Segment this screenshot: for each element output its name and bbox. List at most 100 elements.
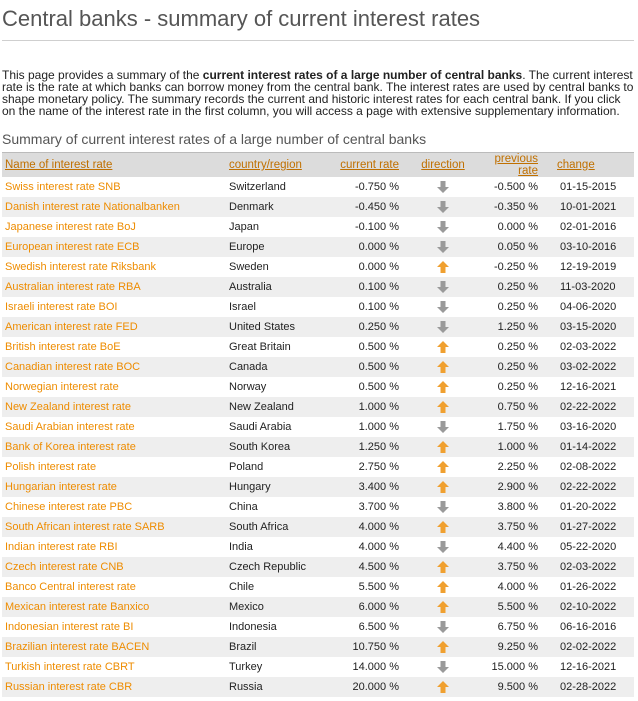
change-date-cell: 02-08-2022 xyxy=(560,461,617,473)
rate-name-link[interactable]: Swiss interest rate SNB xyxy=(5,181,121,193)
rate-name-link[interactable]: European interest rate ECB xyxy=(2,237,226,257)
rate-name-link[interactable]: Polish interest rate xyxy=(5,461,97,473)
change-date-cell: 02-02-2022 xyxy=(554,637,634,657)
table-row: Australian interest rate RBA Australia 0.1… xyxy=(2,277,634,297)
change-date-cell: 02-10-2022 xyxy=(554,597,634,617)
change-date-cell: 12-16-2021 xyxy=(560,661,617,673)
rate-name-link[interactable]: Bank of Korea interest rate xyxy=(2,437,226,457)
country-cell: Brazil xyxy=(226,637,332,657)
header-previous-rate[interactable]: previous rate xyxy=(471,152,554,177)
table-row: Chinese interest rate PBC China 3.700 % 3.8… xyxy=(2,497,634,517)
previous-rate-cell: 9.250 % xyxy=(471,637,554,657)
previous-rate-cell: 5.500 % xyxy=(471,597,554,617)
previous-rate-cell: 4.000 % xyxy=(497,581,538,593)
header-name[interactable]: Name of interest rate xyxy=(2,152,226,177)
current-rate-cell: 1.250 % xyxy=(332,437,415,457)
direction-cell xyxy=(415,237,471,257)
arrow-up-icon xyxy=(437,341,449,354)
direction-cell xyxy=(415,357,471,377)
intro-text-2: . The current interest rate is the rate … xyxy=(2,68,634,118)
previous-rate-cell: 3.750 % xyxy=(471,557,554,577)
arrow-up-icon xyxy=(437,521,449,534)
country-cell: Denmark xyxy=(226,197,332,217)
rate-name-link[interactable]: Norwegian interest rate xyxy=(5,381,119,393)
arrow-up-icon xyxy=(437,581,449,594)
rate-name-link[interactable]: Japanese interest rate BoJ xyxy=(5,221,136,233)
direction-cell xyxy=(415,457,471,477)
rate-name-link[interactable]: Canadian interest rate BOC xyxy=(2,357,226,377)
previous-rate-cell: -0.500 % xyxy=(493,181,538,193)
header-direction[interactable]: direction xyxy=(415,152,471,177)
header-change[interactable]: change xyxy=(554,152,634,177)
rate-name-link[interactable]: Turkish interest rate CBRT xyxy=(5,661,135,673)
arrow-down-icon xyxy=(437,241,449,254)
rate-name-link[interactable]: Brazilian interest rate BACEN xyxy=(2,637,226,657)
previous-rate-cell: 3.800 % xyxy=(497,501,538,513)
current-rate-cell: -0.750 % xyxy=(354,181,399,193)
previous-rate-cell: 0.750 % xyxy=(471,397,554,417)
rate-name-link[interactable]: Czech interest rate CNB xyxy=(2,557,226,577)
rate-name-link[interactable]: Swedish interest rate Riksbank xyxy=(5,261,157,273)
previous-rate-cell: 0.250 % xyxy=(497,381,538,393)
previous-rate-cell: 4.400 % xyxy=(497,541,538,553)
previous-rate-cell: -0.350 % xyxy=(471,197,554,217)
country-cell: South Korea xyxy=(226,437,332,457)
intro-paragraph: This page provides a summary of the curr… xyxy=(2,69,634,117)
header-current-rate[interactable]: current rate xyxy=(332,152,415,177)
table-row: Norwegian interest rate Norway 0.500 % 0.25… xyxy=(2,377,634,397)
current-rate-cell: 0.250 % xyxy=(332,317,415,337)
current-rate-cell: 0.500 % xyxy=(358,341,399,353)
previous-rate-cell: 0.250 % xyxy=(497,301,538,313)
direction-cell xyxy=(415,197,471,217)
arrow-up-icon xyxy=(437,461,449,474)
current-rate-cell: 0.000 % xyxy=(332,237,415,257)
rate-name-link[interactable]: British interest rate BoE xyxy=(5,341,121,353)
direction-cell xyxy=(415,597,471,617)
rate-name-link[interactable]: Saudi Arabian interest rate xyxy=(5,421,135,433)
rate-name-link[interactable]: Mexican interest rate Banxico xyxy=(2,597,226,617)
direction-cell xyxy=(415,477,471,497)
rate-name-link[interactable]: Australian interest rate RBA xyxy=(2,277,226,297)
change-date-cell: 01-27-2022 xyxy=(554,517,634,537)
rate-name-link[interactable]: Banco Central interest rate xyxy=(5,581,136,593)
change-date-cell: 02-01-2016 xyxy=(560,221,617,233)
header-country[interactable]: country/region xyxy=(226,152,332,177)
previous-rate-cell: 3.750 % xyxy=(471,517,554,537)
arrow-down-icon xyxy=(437,321,449,334)
rate-name-link[interactable]: American interest rate FED xyxy=(2,317,226,337)
table-row: European interest rate ECB Europe 0.000 % 0… xyxy=(2,237,634,257)
direction-cell xyxy=(415,577,471,597)
rate-name-link[interactable]: Hungarian interest rate xyxy=(2,477,226,497)
rate-name-link[interactable]: Indonesian interest rate BI xyxy=(5,621,134,633)
rate-name-link[interactable]: New Zealand interest rate xyxy=(2,397,226,417)
rate-name-link[interactable]: Russian interest rate CBR xyxy=(2,677,226,697)
table-row: American interest rate FED United States 0… xyxy=(2,317,634,337)
table-row: Indian interest rate RBI India 4.000 % 4.40… xyxy=(2,537,634,557)
change-date-cell: 05-22-2020 xyxy=(560,541,617,553)
table-row: Hungarian interest rate Hungary 3.400 % 2.9… xyxy=(2,477,634,497)
change-date-cell: 01-15-2015 xyxy=(560,181,617,193)
intro-text-1: This page provides a summary of the xyxy=(2,68,203,82)
current-rate-cell: 1.000 % xyxy=(358,421,399,433)
table-row: Israeli interest rate BOI Israel 0.100 % 0.… xyxy=(2,297,634,317)
rate-name-link[interactable]: Danish interest rate Nationalbanken xyxy=(2,197,226,217)
rate-name-link[interactable]: Israeli interest rate BOI xyxy=(5,301,118,313)
country-cell: Indonesia xyxy=(229,621,277,633)
arrow-down-icon xyxy=(437,621,449,634)
rate-name-link[interactable]: South African interest rate SARB xyxy=(2,517,226,537)
rate-name-link[interactable]: Chinese interest rate PBC xyxy=(5,501,133,513)
rate-name-link[interactable]: Indian interest rate RBI xyxy=(5,541,118,553)
current-rate-cell: 4.500 % xyxy=(332,557,415,577)
country-cell: Australia xyxy=(226,277,332,297)
direction-cell xyxy=(415,557,471,577)
table-body: Swiss interest rate SNB Switzerland -0.750… xyxy=(2,177,634,697)
direction-cell xyxy=(415,417,471,437)
arrow-up-icon xyxy=(437,361,449,374)
arrow-up-icon xyxy=(437,441,449,454)
previous-rate-cell: 0.000 % xyxy=(497,221,538,233)
change-date-cell: 02-03-2022 xyxy=(554,557,634,577)
previous-rate-cell: 1.000 % xyxy=(471,437,554,457)
change-date-cell: 03-10-2016 xyxy=(554,237,634,257)
arrow-up-icon xyxy=(437,641,449,654)
